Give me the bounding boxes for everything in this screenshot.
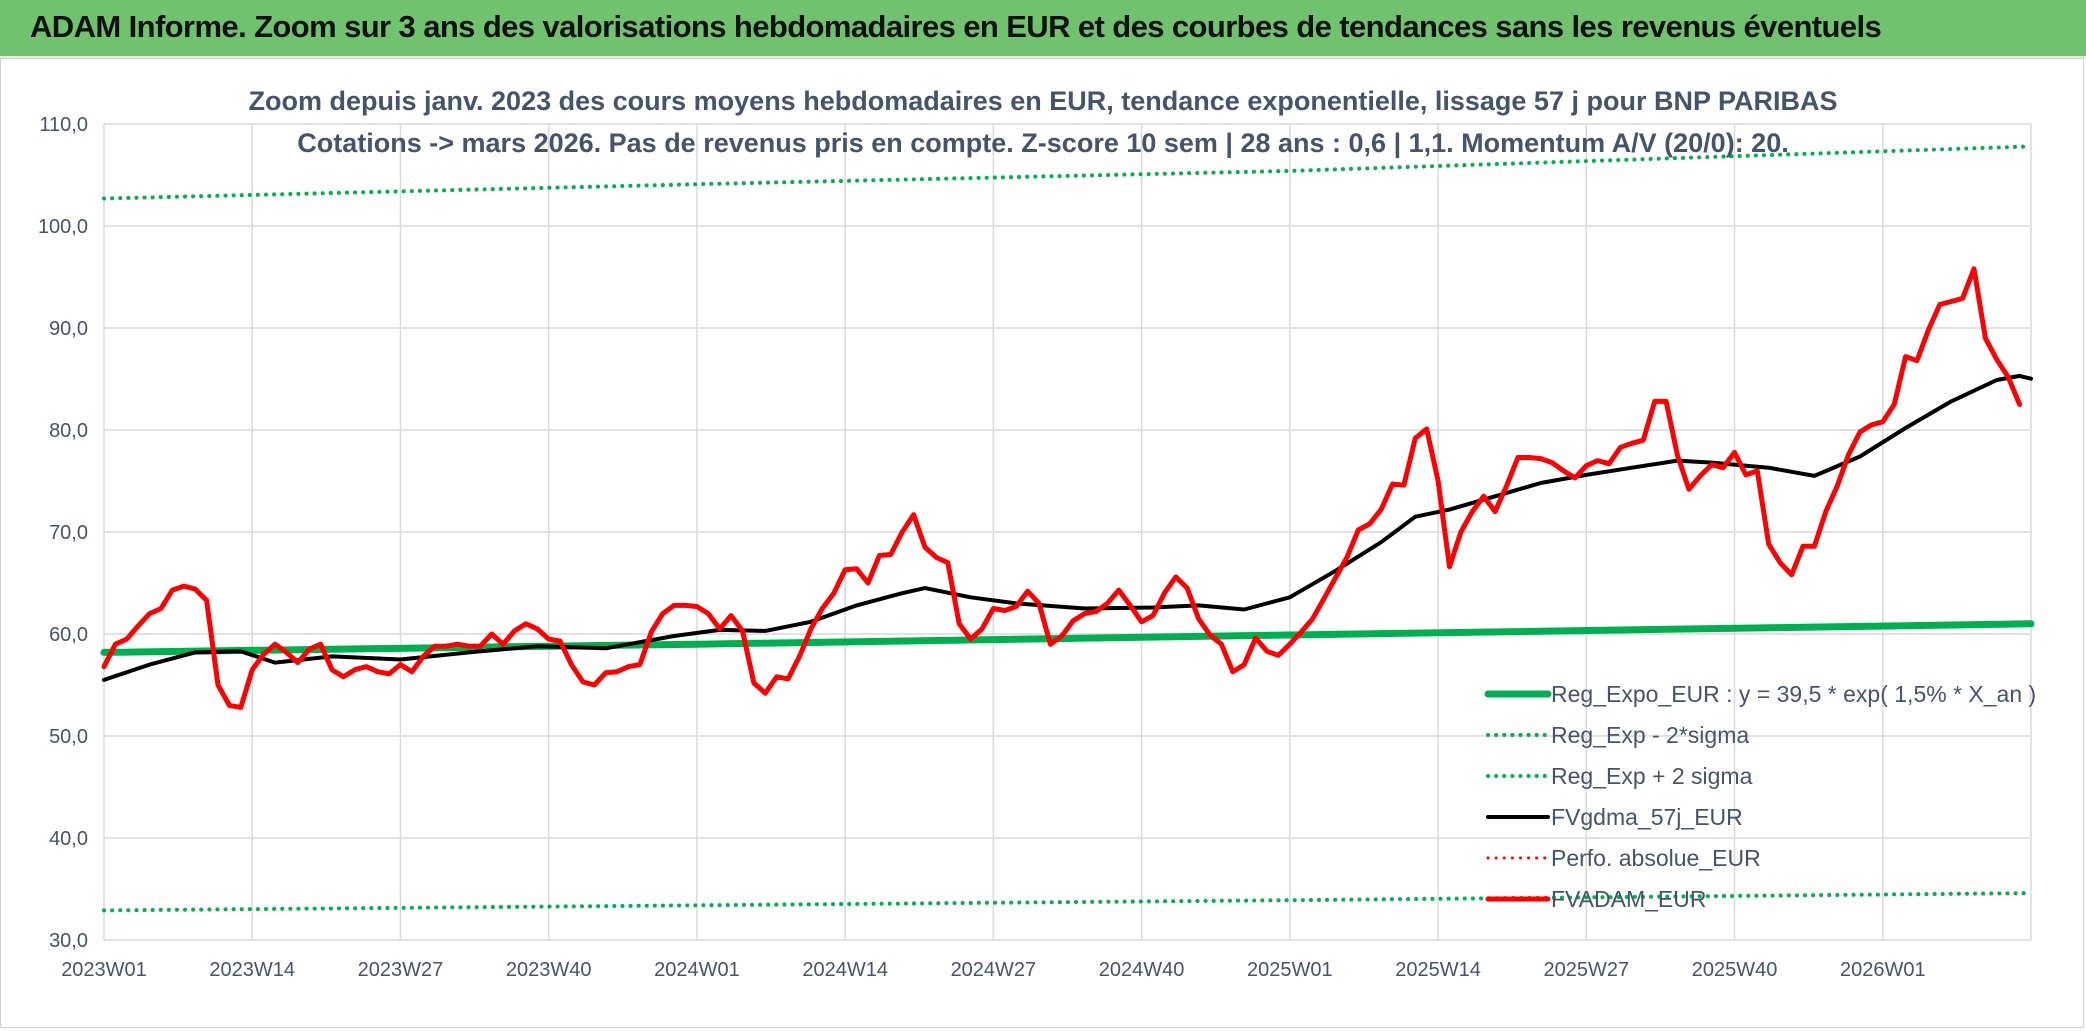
x-tick-label: 2024W14 — [802, 959, 888, 981]
y-tick-label: 90,0 — [49, 318, 88, 340]
y-tick-label: 100,0 — [38, 216, 88, 238]
x-tick-label: 2023W14 — [209, 959, 295, 981]
chart-title-line-1: Zoom depuis janv. 2023 des cours moyens … — [249, 86, 1838, 116]
x-axis-ticks: 2023W01 2023W14 2023W27 2023W40 2024W01 2024W… — [61, 959, 1925, 981]
legend-label: Reg_Expo_EUR : y = 39,5 * exp( 1,5% * X_… — [1551, 681, 2036, 707]
y-tick-label: 110,0 — [39, 114, 88, 136]
legend-label: FVgdma_57j_EUR — [1551, 804, 1743, 830]
y-tick-label: 80,0 — [49, 420, 88, 442]
legend-label: Perfo. absolue_EUR — [1551, 845, 1761, 871]
report-banner: ADAM Informe. Zoom sur 3 ans des valoris… — [0, 0, 2086, 58]
report-title: ADAM Informe. Zoom sur 3 ans des valoris… — [30, 9, 1882, 44]
x-tick-label: 2023W27 — [358, 959, 444, 981]
y-axis-ticks: 30,0 40,0 50,0 60,0 70,0 80,0 90,0 100,0 110,0 — [38, 114, 88, 952]
x-tick-label: 2025W27 — [1543, 959, 1629, 981]
y-tick-label: 30,0 — [49, 930, 88, 952]
legend-label: Reg_Exp + 2 sigma — [1551, 763, 1753, 789]
y-tick-label: 50,0 — [49, 726, 88, 748]
series-line-0 — [100, 620, 2035, 656]
x-tick-label: 2024W40 — [1099, 959, 1185, 981]
series-line-2 — [102, 144, 2033, 201]
x-tick-label: 2026W01 — [1840, 959, 1926, 981]
x-tick-label: 2023W40 — [506, 959, 592, 981]
x-tick-label: 2024W01 — [654, 959, 740, 981]
legend-label: Reg_Exp - 2*sigma — [1551, 722, 1749, 748]
x-tick-label: 2025W14 — [1395, 959, 1481, 981]
x-tick-label: 2023W01 — [61, 959, 147, 981]
series-line-5 — [101, 266, 2023, 710]
chart-title-line-2: Cotations -> mars 2026. Pas de revenus p… — [297, 128, 1788, 158]
y-tick-label: 70,0 — [49, 522, 88, 544]
series-line-3 — [102, 373, 2033, 682]
x-tick-label: 2024W27 — [951, 959, 1037, 981]
x-tick-label: 2025W01 — [1247, 959, 1333, 981]
chart-grid — [103, 123, 2032, 941]
legend-label: FVADAM_EUR — [1551, 886, 1707, 912]
chart-frame — [0, 58, 2084, 1028]
y-tick-label: 40,0 — [49, 828, 88, 850]
series-lines — [100, 144, 2035, 913]
chart-legend: Reg_Expo_EUR : y = 39,5 * exp( 1,5% * X_… — [1484, 681, 2036, 912]
y-tick-label: 60,0 — [49, 624, 88, 646]
x-tick-label: 2025W40 — [1692, 959, 1778, 981]
series-line-1 — [102, 891, 2033, 913]
